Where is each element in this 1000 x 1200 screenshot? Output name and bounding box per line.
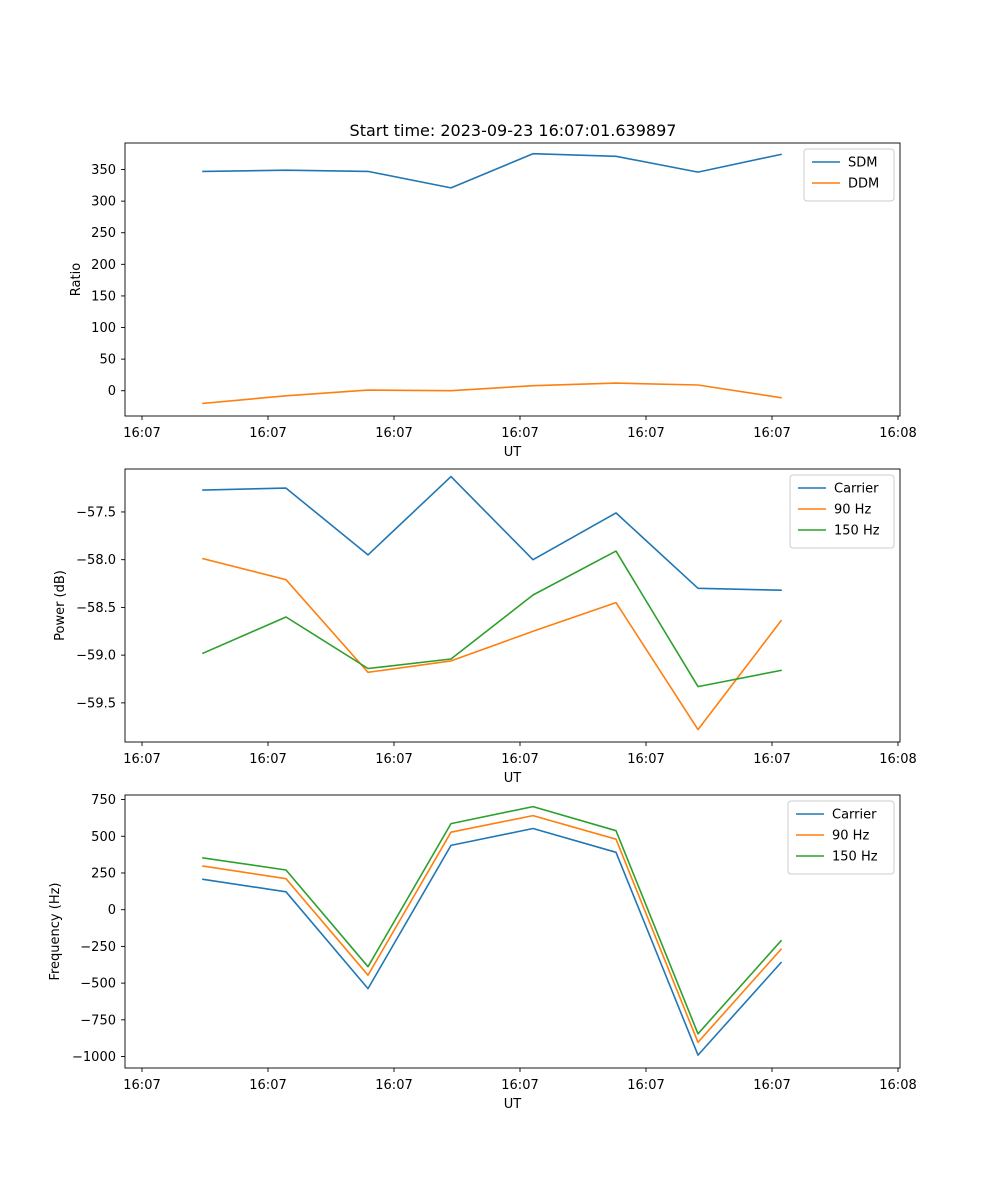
series-line-150-hz (201, 550, 782, 688)
legend-label: 150 Hz (832, 850, 878, 865)
axes-frame-0 (124, 142, 901, 417)
legend-label: 90 Hz (834, 503, 871, 518)
x-tick-label: 16:07 (123, 1078, 160, 1093)
x-axis-label: UT (504, 771, 522, 786)
y-axis-label: Ratio (69, 263, 84, 296)
x-tick-label: 16:07 (249, 426, 286, 441)
x-tick-label: 16:07 (627, 752, 664, 767)
y-tick-label: 100 (91, 321, 116, 336)
x-tick-label: 16:07 (753, 752, 790, 767)
legend-label: Carrier (834, 482, 879, 497)
x-axis-label: UT (504, 445, 522, 460)
axes-frame-2 (124, 794, 901, 1069)
x-tick-label: 16:07 (627, 426, 664, 441)
x-tick-label: 16:07 (501, 1078, 538, 1093)
y-tick-label: −57.5 (76, 505, 116, 520)
series-line-sdm (202, 152, 782, 189)
x-tick-label: 16:07 (753, 426, 790, 441)
x-tick-label: 16:07 (627, 1078, 664, 1093)
chart-title: Start time: 2023-09-23 16:07:01.639897 (350, 121, 677, 140)
x-tick-label: 16:07 (249, 752, 286, 767)
series-line-ddm (202, 382, 782, 405)
y-tick-label: 300 (91, 195, 116, 210)
y-axis-label: Power (dB) (53, 570, 68, 641)
x-tick-label: 16:08 (879, 426, 916, 441)
y-tick-label: −500 (80, 977, 116, 992)
series-line-150-hz (202, 805, 783, 1035)
legend-label: SDM (848, 156, 877, 171)
y-tick-label: −250 (80, 940, 116, 955)
series-line-90-hz (202, 814, 783, 1044)
y-tick-label: −58.5 (76, 601, 116, 616)
y-tick-label: 150 (91, 289, 116, 304)
legend-label: 90 Hz (832, 829, 869, 844)
y-tick-label: 500 (91, 830, 116, 845)
legend-label: Carrier (832, 808, 877, 823)
y-tick-label: −58.0 (76, 553, 116, 568)
y-tick-label: 750 (91, 793, 116, 808)
x-tick-label: 16:07 (375, 1078, 412, 1093)
x-tick-label: 16:07 (501, 752, 538, 767)
y-tick-label: −750 (80, 1013, 116, 1028)
y-tick-label: 200 (91, 258, 116, 273)
series-line-carrier (202, 475, 782, 592)
x-tick-label: 16:07 (501, 426, 538, 441)
axes-frame-1 (124, 468, 901, 743)
y-tick-label: −59.5 (76, 696, 116, 711)
y-tick-label: −59.0 (76, 649, 116, 664)
y-tick-label: 250 (91, 226, 116, 241)
x-tick-label: 16:07 (249, 1078, 286, 1093)
x-tick-label: 16:07 (753, 1078, 790, 1093)
x-tick-label: 16:07 (375, 426, 412, 441)
x-tick-label: 16:08 (879, 1078, 916, 1093)
series-line-carrier (202, 827, 783, 1056)
x-tick-label: 16:07 (123, 426, 160, 441)
series-line-90-hz (202, 557, 783, 731)
legend-label: 150 Hz (834, 524, 880, 539)
y-tick-label: 350 (91, 163, 116, 178)
legend-label: DDM (848, 177, 879, 192)
y-tick-label: 0 (108, 903, 116, 918)
x-tick-label: 16:07 (375, 752, 412, 767)
y-tick-label: 250 (91, 866, 116, 881)
x-axis-label: UT (504, 1097, 522, 1112)
y-tick-label: 0 (108, 384, 116, 399)
y-axis-label: Frequency (Hz) (48, 882, 63, 980)
y-tick-label: 50 (99, 353, 116, 368)
x-tick-label: 16:08 (879, 752, 916, 767)
y-tick-label: −1000 (72, 1050, 116, 1065)
x-tick-label: 16:07 (123, 752, 160, 767)
